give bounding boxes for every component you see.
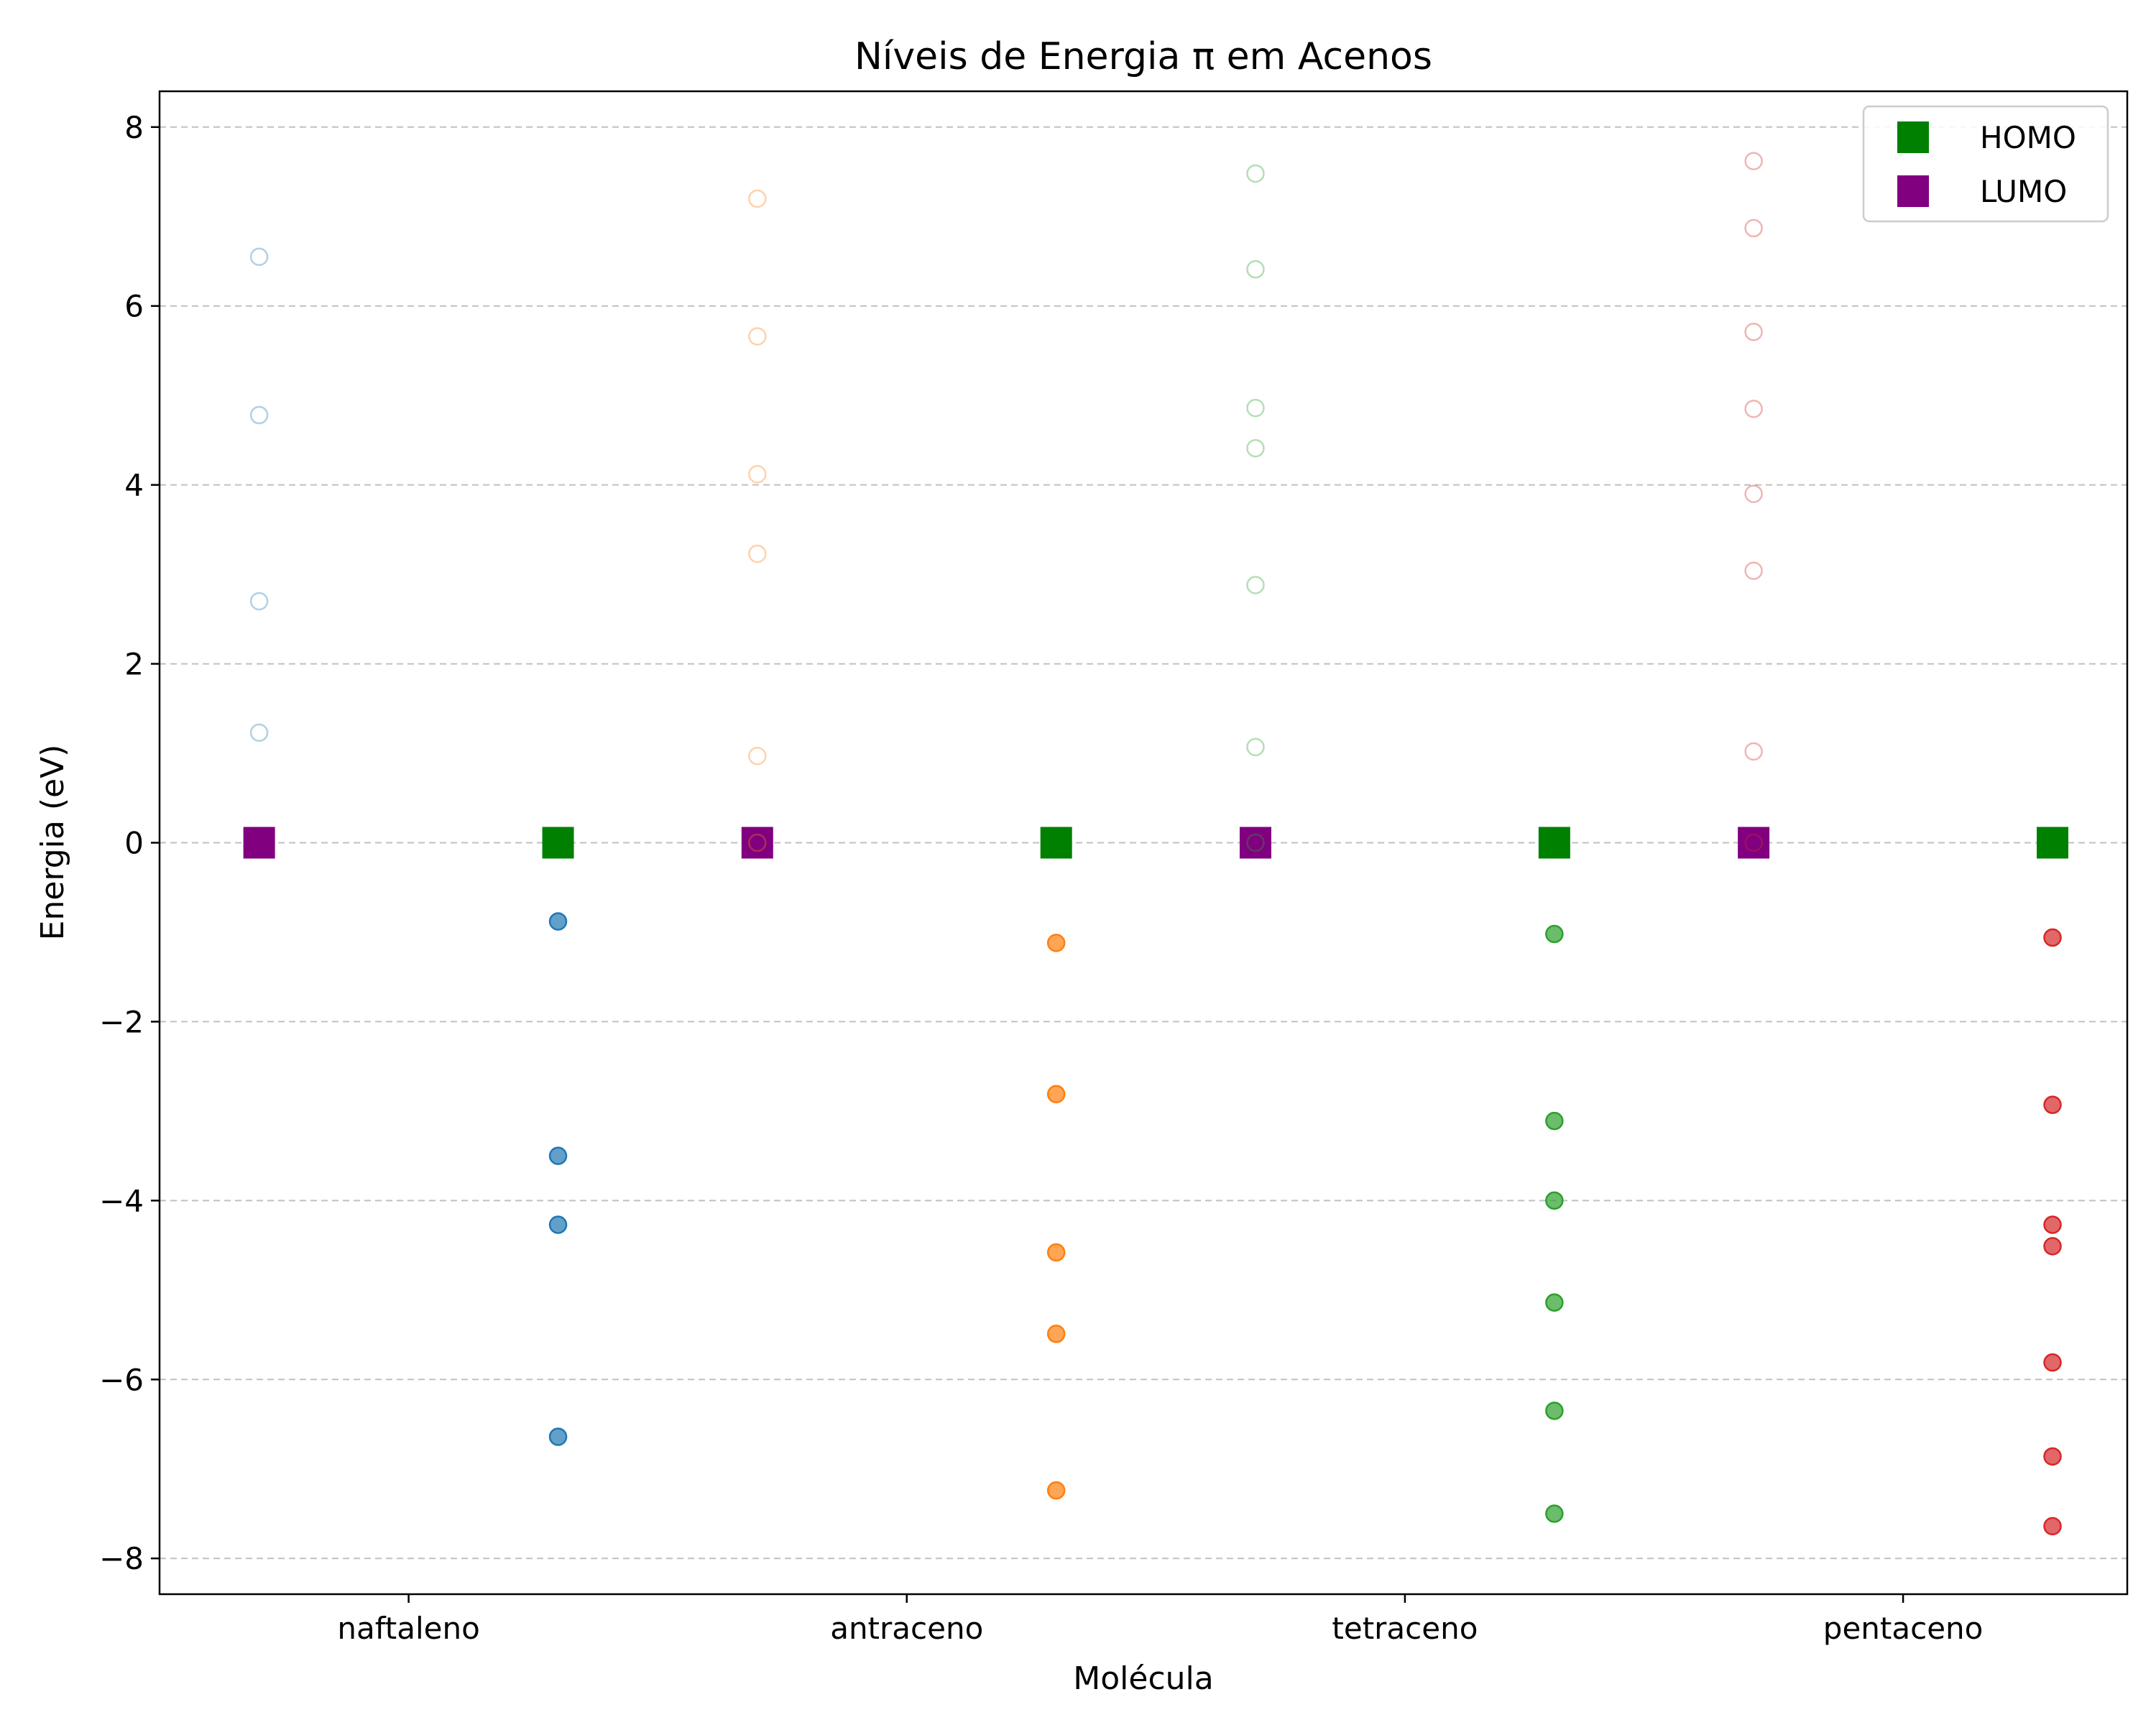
unoccupied-level-point [748, 327, 767, 346]
occupied-level-point [1545, 1191, 1564, 1210]
occupied-level-point [1545, 1504, 1564, 1523]
y-tick-label: 6 [124, 289, 144, 324]
legend-homo-marker [1897, 121, 1929, 153]
y-gridlines [160, 126, 2127, 1560]
unoccupied-level-point [249, 247, 269, 267]
occupied-level-point [2043, 1447, 2062, 1466]
occupied-level-point [1046, 1325, 1066, 1343]
occupied-level-point [548, 1427, 568, 1446]
y-tick-label: −2 [99, 1004, 144, 1039]
x-tick-label: naftaleno [337, 1611, 479, 1646]
occupied-level-point [1545, 1111, 1564, 1131]
occupied-level-point [2043, 1095, 2062, 1114]
legend-homo-label: HOMO [1980, 120, 2076, 155]
unoccupied-level-point [1744, 833, 1763, 852]
legend-lumo-marker [1897, 175, 1929, 207]
unoccupied-level-point [1744, 484, 1763, 503]
legend: HOMO LUMO [1862, 105, 2109, 223]
unoccupied-level-point [1246, 737, 1265, 757]
axes-ticks: −8 −6 −4 −2 0 2 4 6 8 naftaleno antraceno tetraceno… [99, 110, 1983, 1646]
chart-title: Níveis de Energia π em Acenos [854, 35, 1432, 78]
unoccupied-level-point [1246, 576, 1265, 594]
unoccupied-level-point [1744, 152, 1763, 170]
unoccupied-level-point [1744, 561, 1763, 580]
unoccupied-level-point [1744, 323, 1763, 341]
unoccupied-level-point [249, 723, 269, 742]
occupied-level-point [1545, 1293, 1564, 1312]
lumo-marker [1738, 827, 1770, 859]
homo-marker [1538, 827, 1570, 859]
unoccupied-level-point [1744, 742, 1763, 761]
y-tick-label: −8 [99, 1541, 144, 1576]
unoccupied-level-point [1246, 398, 1265, 418]
y-axis-label: Energia (eV) [34, 745, 71, 941]
lumo-marker [741, 827, 773, 859]
occupied-level-point [548, 1215, 568, 1234]
occupied-level-point [2043, 928, 2062, 947]
data-points [243, 152, 2069, 1536]
unoccupied-level-point [1246, 438, 1265, 458]
unoccupied-level-point [748, 833, 767, 852]
y-tick-label: 0 [124, 826, 144, 861]
unoccupied-level-point [748, 464, 767, 484]
homo-marker [1040, 827, 1072, 859]
occupied-level-point [1046, 934, 1066, 952]
occupied-level-point [548, 912, 568, 931]
occupied-level-point [2043, 1353, 2062, 1372]
occupied-level-point [1545, 1402, 1564, 1420]
lumo-marker [1239, 827, 1271, 859]
unoccupied-level-point [748, 544, 767, 564]
occupied-level-point [1046, 1243, 1066, 1262]
x-axis-label: Molécula [1073, 1660, 1213, 1697]
occupied-level-point [1046, 1085, 1066, 1103]
occupied-level-point [1545, 924, 1564, 944]
unoccupied-level-point [1246, 164, 1265, 183]
unoccupied-level-point [1246, 259, 1265, 279]
x-tick-label: pentaceno [1823, 1611, 1984, 1646]
occupied-level-point [548, 1146, 568, 1165]
y-tick-label: 4 [124, 468, 144, 503]
y-tick-label: −4 [99, 1183, 144, 1218]
x-tick-label: tetraceno [1332, 1611, 1478, 1646]
x-tick-label: antraceno [830, 1611, 983, 1646]
unoccupied-level-point [1744, 218, 1763, 238]
occupied-level-point [2043, 1215, 2062, 1234]
unoccupied-level-point [249, 405, 269, 425]
unoccupied-level-point [748, 747, 767, 765]
occupied-level-point [2043, 1237, 2062, 1256]
y-tick-label: −6 [99, 1362, 144, 1397]
unoccupied-level-point [249, 592, 269, 611]
legend-lumo-label: LUMO [1980, 174, 2067, 209]
y-tick-label: 8 [124, 110, 144, 145]
homo-marker [2037, 827, 2069, 859]
occupied-level-point [1046, 1481, 1066, 1500]
unoccupied-level-point [748, 189, 767, 208]
homo-marker [542, 827, 574, 859]
lumo-marker [243, 827, 275, 859]
y-tick-label: 2 [124, 647, 144, 682]
occupied-level-point [2043, 1517, 2062, 1536]
unoccupied-level-point [1246, 833, 1265, 852]
unoccupied-level-point [1744, 400, 1763, 418]
